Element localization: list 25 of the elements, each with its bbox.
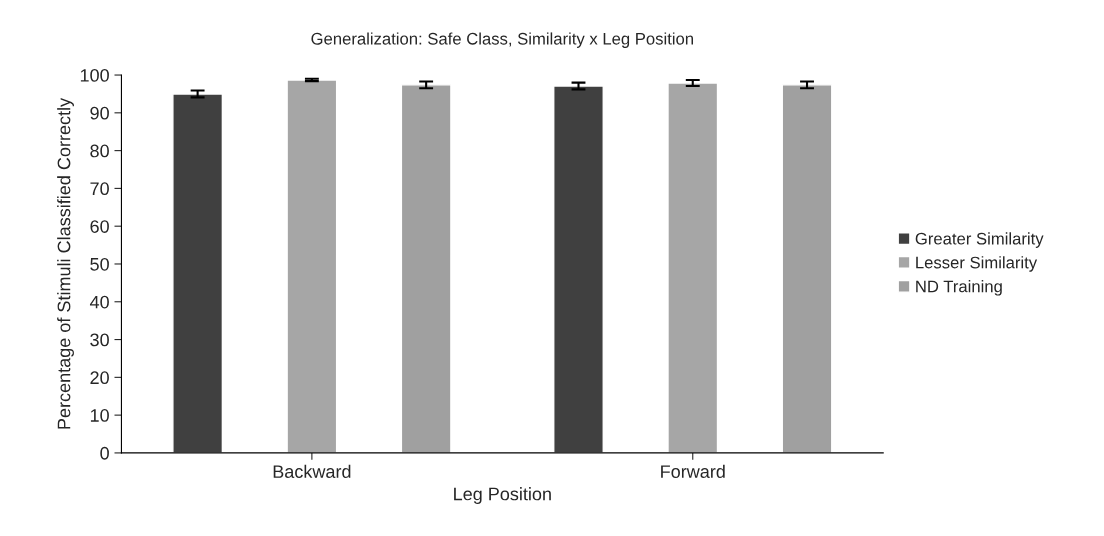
bar <box>400 84 452 453</box>
y-tick-label: 90 <box>90 106 109 120</box>
y-tick-label: 10 <box>90 409 109 422</box>
legend-label: Greater Similarity <box>915 232 1044 248</box>
bar <box>286 79 338 453</box>
y-tick-label: 30 <box>90 333 109 347</box>
legend-label: ND Training <box>916 280 1002 296</box>
y-tick-label: 20 <box>90 371 109 385</box>
bar <box>553 85 604 453</box>
y-tick-label: 60 <box>90 220 109 233</box>
chart-title: Generalization: Safe Class, Similarity x Leg Position <box>311 32 693 48</box>
x-tick-label: Forward <box>661 464 725 478</box>
bar <box>172 93 224 453</box>
y-tick-label: 0 <box>100 446 109 460</box>
x-tick-label: Backward <box>273 464 351 478</box>
y-tick-label: 70 <box>90 182 109 196</box>
y-axis-title: Percentage of Stimuli Classified Correctly <box>57 97 74 429</box>
y-tick-label: 100 <box>80 68 109 82</box>
legend-label: Lesser Similarity <box>916 256 1038 272</box>
y-tick-label: 50 <box>90 257 109 271</box>
y-tick-label: 80 <box>90 144 109 158</box>
x-axis-title: Leg Position <box>454 487 551 504</box>
bar <box>667 82 719 453</box>
y-tick-label: 40 <box>89 295 109 309</box>
bar <box>781 84 833 453</box>
